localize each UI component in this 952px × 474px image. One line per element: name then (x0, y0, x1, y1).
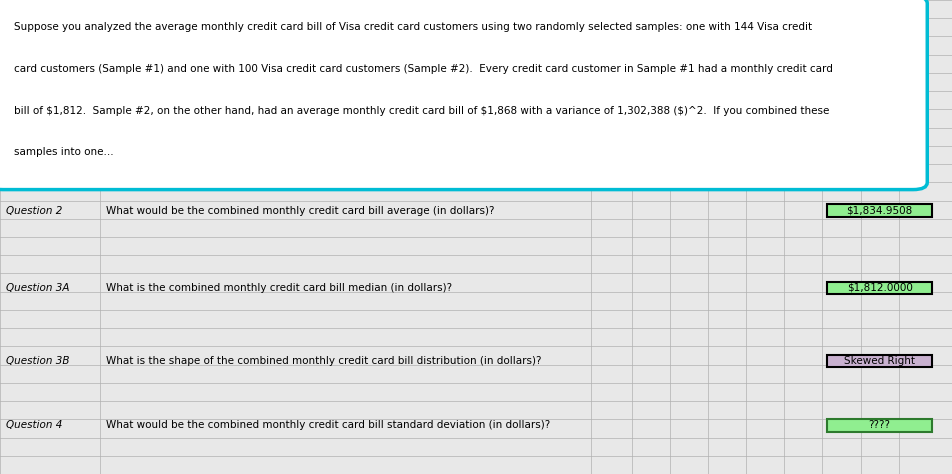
Bar (826, 282, 931, 294)
Text: samples into one...: samples into one... (14, 147, 114, 157)
Text: What is the combined monthly credit card bill median (in dollars)?: What is the combined monthly credit card… (106, 283, 451, 293)
Bar (826, 419, 931, 431)
Text: $1,812.0000: $1,812.0000 (845, 283, 912, 293)
Text: What is the shape of the combined monthly credit card bill distribution (in doll: What is the shape of the combined monthl… (106, 356, 541, 366)
Text: ????: ???? (867, 420, 890, 430)
Text: Question 3B: Question 3B (6, 356, 69, 366)
Text: Question 4: Question 4 (6, 420, 62, 430)
Text: $1,834.9508: $1,834.9508 (845, 206, 912, 216)
Text: Question 3A: Question 3A (6, 283, 69, 293)
Text: What would be the combined monthly credit card bill standard deviation (in dolla: What would be the combined monthly credi… (106, 420, 549, 430)
Text: card customers (Sample #1) and one with 100 Visa credit card customers (Sample #: card customers (Sample #1) and one with … (14, 64, 832, 74)
Text: Question 2: Question 2 (6, 206, 62, 216)
Text: Skewed Right: Skewed Right (843, 356, 914, 366)
Text: What would be the combined monthly credit card bill average (in dollars)?: What would be the combined monthly credi… (106, 206, 494, 216)
FancyBboxPatch shape (0, 0, 926, 190)
Text: Suppose you analyzed the average monthly credit card bill of Visa credit card cu: Suppose you analyzed the average monthly… (14, 22, 811, 32)
Text: bill of $1,812.  Sample #2, on the other hand, had an average monthly credit car: bill of $1,812. Sample #2, on the other … (14, 106, 829, 116)
Bar (826, 204, 931, 217)
Bar (826, 355, 931, 367)
